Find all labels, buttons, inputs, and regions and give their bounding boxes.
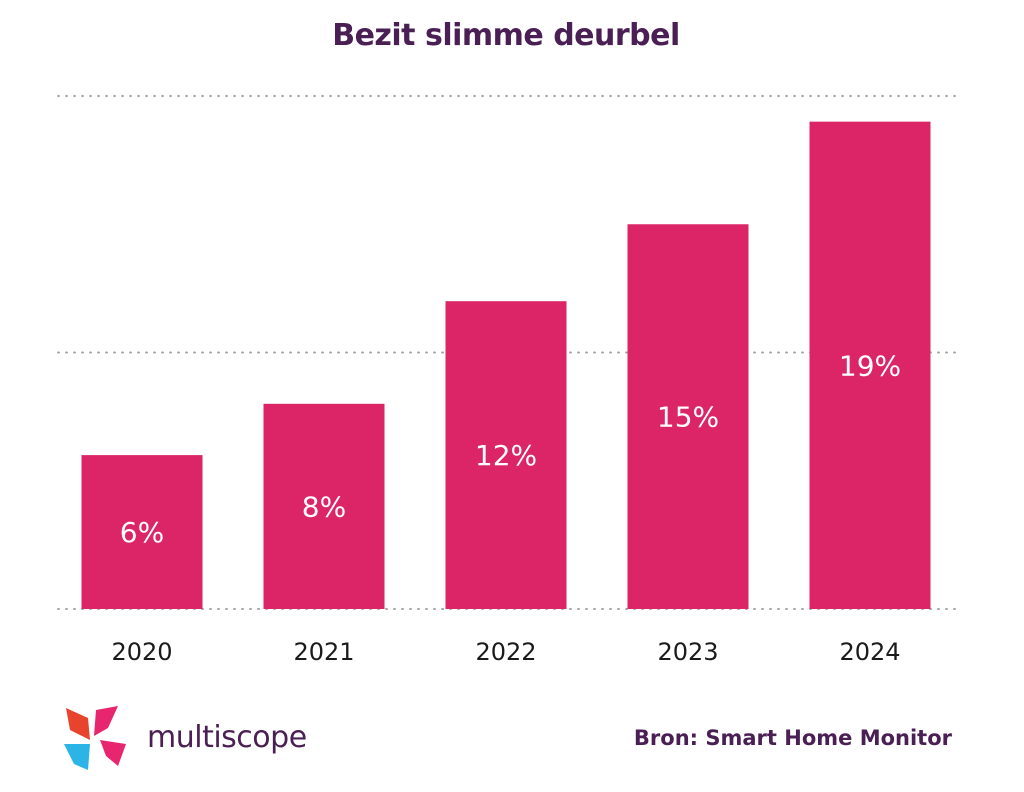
brand-name: multiscope xyxy=(147,720,307,755)
bar-2023 xyxy=(627,224,749,609)
chart-title: Bezit slimme deurbel xyxy=(332,18,680,53)
data-label-2021: 8% xyxy=(302,490,346,523)
labels-layer: 6% 8% 12% 15% 19% xyxy=(120,349,901,549)
data-label-2022: 12% xyxy=(475,439,537,472)
bars-layer xyxy=(81,121,931,610)
source-note: Bron: Smart Home Monitor xyxy=(633,726,952,750)
x-tick-2022: 2022 xyxy=(475,638,536,666)
x-tick-2024: 2024 xyxy=(839,638,900,666)
bar-2020 xyxy=(81,455,203,609)
bar-2021 xyxy=(263,403,385,609)
multiscope-logo-icon xyxy=(64,706,126,770)
data-label-2024: 19% xyxy=(839,349,901,382)
data-label-2020: 6% xyxy=(120,516,164,549)
x-tick-2020: 2020 xyxy=(111,638,172,666)
x-tick-2021: 2021 xyxy=(293,638,354,666)
bar-2022 xyxy=(445,301,567,609)
bar-2024 xyxy=(809,121,931,610)
x-tick-2023: 2023 xyxy=(657,638,718,666)
data-label-2023: 15% xyxy=(657,401,719,434)
ticks-layer: 2020 2021 2022 2023 2024 xyxy=(111,638,900,666)
